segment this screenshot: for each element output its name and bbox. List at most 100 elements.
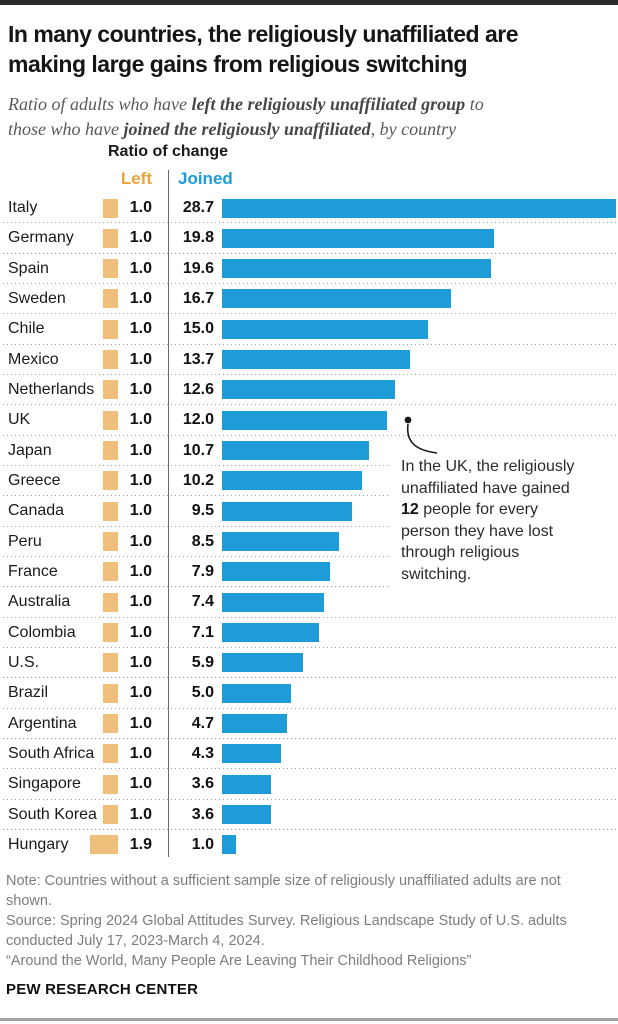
uk-annotation: In the UK, the religiously unaffiliated … <box>401 456 617 586</box>
country-label: Canada <box>8 502 65 520</box>
left-ratio-value: 1.0 <box>129 653 152 671</box>
chart-row: Australia 1.0 7.4 <box>0 587 618 618</box>
source-line-1: Source: Spring 2024 Global Attitudes Sur… <box>6 913 567 929</box>
callout-dot <box>404 416 412 424</box>
row-separator-dotted <box>3 434 616 436</box>
left-ratio-square <box>103 259 118 279</box>
left-ratio-square <box>103 289 118 309</box>
row-separator-dotted <box>3 252 616 254</box>
subtitle-text: to <box>465 94 484 114</box>
left-ratio-value: 1.0 <box>129 380 152 398</box>
chart-row: Peru 1.0 8.5 <box>0 527 618 557</box>
joined-ratio-bar <box>222 592 324 612</box>
joined-ratio-value: 7.4 <box>191 593 214 611</box>
row-separator-dotted <box>3 373 616 375</box>
title-line-2: making large gains from religious switch… <box>8 51 468 77</box>
left-ratio-square <box>103 714 118 734</box>
country-label: Argentina <box>8 714 77 732</box>
chart-row: Chile 1.0 15.0 <box>0 314 618 345</box>
country-label: Hungary <box>8 835 69 853</box>
report-title-quote: “Around the World, Many People Are Leavi… <box>6 953 472 969</box>
annotation-line: switching. <box>401 565 472 583</box>
chart-row: France 1.0 7.9 <box>0 557 618 588</box>
row-separator-dotted <box>3 586 390 588</box>
legend-left-label: Left <box>120 169 152 188</box>
annotation-line: 12 people for every <box>401 499 617 521</box>
row-separator-dotted <box>3 404 616 406</box>
left-ratio-value: 1.0 <box>129 199 152 216</box>
chart-row: Spain 1.0 19.6 <box>0 254 618 284</box>
country-label: Spain <box>8 259 49 277</box>
joined-ratio-bar <box>222 441 369 461</box>
row-separator-dotted <box>3 616 616 618</box>
joined-ratio-bar <box>222 714 287 734</box>
left-ratio-value: 1.0 <box>129 562 152 580</box>
joined-ratio-value: 9.5 <box>191 502 214 520</box>
left-ratio-square <box>103 319 118 339</box>
left-ratio-square <box>103 774 118 794</box>
subtitle-line-2: those who have joined the religiously un… <box>8 117 614 142</box>
chart-row: Hungary 1.9 1.0 <box>0 830 618 860</box>
country-label: Netherlands <box>8 380 95 398</box>
left-ratio-square <box>103 380 118 400</box>
left-ratio-square <box>89 835 118 855</box>
row-separator-dotted <box>3 222 616 224</box>
joined-ratio-value: 15.0 <box>182 320 214 338</box>
country-label: Brazil <box>8 684 49 702</box>
row-separator-dotted <box>3 677 616 679</box>
row-separator-dotted <box>3 555 390 557</box>
footer-notes: Note: Countries without a sufficient sam… <box>6 871 612 971</box>
chart-row: Italy 1.0 28.7 <box>0 193 618 224</box>
left-ratio-value: 1.0 <box>129 229 152 247</box>
subtitle-text: those who have <box>8 119 124 139</box>
country-label: Colombia <box>8 623 76 641</box>
row-separator-dotted <box>3 707 616 709</box>
joined-ratio-value: 8.5 <box>191 532 214 550</box>
country-label: Greece <box>8 471 61 489</box>
left-ratio-square <box>103 228 118 248</box>
joined-ratio-value: 12.6 <box>182 380 214 398</box>
note-line-1: Note: Countries without a sufficient sam… <box>6 873 561 889</box>
joined-ratio-value: 5.9 <box>191 653 214 671</box>
joined-ratio-bar <box>222 653 303 673</box>
chart-row: Germany 1.0 19.8 <box>0 223 618 254</box>
joined-ratio-bar <box>222 471 363 491</box>
joined-ratio-bar <box>222 410 387 430</box>
bottom-rule <box>0 1018 618 1021</box>
joined-ratio-value: 13.7 <box>182 350 214 368</box>
joined-ratio-value: 5.0 <box>191 684 214 702</box>
chart-row: Greece 1.0 10.2 <box>0 466 618 497</box>
joined-ratio-value: 28.7 <box>182 199 214 216</box>
note-line-2: shown. <box>6 893 52 909</box>
chart-rows: Italy 1.0 28.7 Germany 1.0 19.8 Spain 1.0 19.6 Sw… <box>0 193 618 861</box>
joined-ratio-value: 12.0 <box>182 411 214 429</box>
chart-row: Netherlands 1.0 12.6 <box>0 375 618 406</box>
joined-ratio-value: 10.2 <box>182 471 214 489</box>
country-label: U.S. <box>8 653 40 671</box>
country-label: Peru <box>8 532 42 550</box>
left-ratio-value: 1.0 <box>129 593 152 611</box>
left-ratio-value: 1.0 <box>129 320 152 338</box>
joined-ratio-bar <box>222 350 411 370</box>
left-ratio-square <box>103 198 118 218</box>
left-ratio-square <box>103 441 118 461</box>
left-ratio-value: 1.0 <box>129 714 152 732</box>
left-ratio-square <box>103 653 118 673</box>
chart-row: Canada 1.0 9.5 <box>0 496 618 527</box>
row-separator-dotted <box>3 525 390 527</box>
joined-ratio-bar <box>222 774 272 794</box>
top-rule <box>0 0 618 5</box>
left-ratio-value: 1.0 <box>129 289 152 307</box>
joined-ratio-value: 7.9 <box>191 562 214 580</box>
joined-ratio-value: 1.0 <box>191 835 214 853</box>
country-label: UK <box>8 411 31 429</box>
row-separator-dotted <box>3 282 616 284</box>
left-ratio-value: 1.0 <box>129 350 152 368</box>
subtitle-bold-left: left the religiously unaffiliated group <box>191 94 466 114</box>
left-ratio-square <box>103 562 118 582</box>
joined-ratio-bar <box>222 562 331 582</box>
chart-row: Sweden 1.0 16.7 <box>0 284 618 315</box>
joined-ratio-bar <box>222 259 492 279</box>
subtitle-text: Ratio of adults who have <box>8 94 192 114</box>
